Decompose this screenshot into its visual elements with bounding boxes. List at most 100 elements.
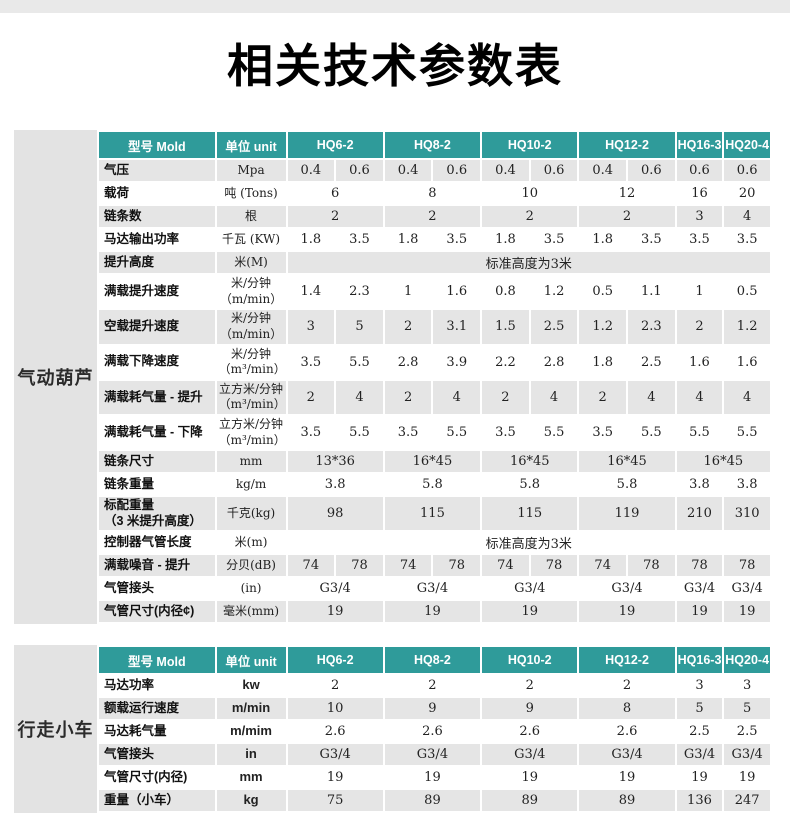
row-label: 满载耗气量 - 下降 [97,413,217,452]
value-cell: 标准高度为3米 [285,250,772,276]
value-cell: 8 [577,696,677,722]
value-cell: 74 [285,553,337,579]
table-row: 重量（小车） kg 75 89 89 89 136 247 [97,788,772,813]
value-cell: G3/4 [577,576,677,602]
row-label: 空载提升速度 [97,308,217,346]
value-cell: G3/4 [382,742,483,768]
value-cell: 3.8 [722,472,772,498]
value-cell: 0.4 [382,158,434,184]
unit-cell: 立方米/分钟 （m³/min） [214,378,288,416]
value-cell: G3/4 [480,742,580,768]
value-cell: 0.5 [577,273,629,311]
value-cell: 12 [577,181,677,207]
value-cell: 20 [722,181,772,207]
value-cell: 136 [674,788,725,813]
table-row: 额载运行速度 m/min 10 9 9 8 5 5 [97,696,772,722]
model-header: HQ20-4 [722,645,772,676]
value-cell: 19 [480,599,580,625]
value-cell: 2 [382,378,434,416]
value-cell: 16*45 [674,449,773,475]
row-label: 气管接头 [97,576,217,602]
row-label: 标配重量 （3 米提升高度） [97,495,217,533]
model-header: HQ6-2 [285,130,385,161]
model-header: HQ16-3 [674,130,725,161]
value-cell: 3.5 [334,227,385,253]
unit-cell: 立方米/分钟 （m³/min） [214,413,288,452]
value-cell: 1 [382,273,434,311]
value-cell: 2 [577,204,677,230]
value-cell: G3/4 [577,742,677,768]
value-cell: 98 [285,495,385,533]
value-cell: 19 [285,765,385,791]
value-cell: 3 [722,673,772,699]
value-cell: 2.5 [528,308,580,346]
value-cell: 19 [285,599,385,625]
value-cell: 5 [722,696,772,722]
value-cell: 3.8 [674,472,725,498]
model-header: HQ12-2 [577,645,677,676]
table-row: 提升高度 米(M) 标准高度为3米 [97,250,772,276]
value-cell: 2 [577,673,677,699]
value-cell: G3/4 [674,742,725,768]
value-cell: 4 [528,378,580,416]
value-cell: 3.1 [431,308,483,346]
value-cell: 19 [674,599,725,625]
value-cell: 3.9 [431,343,483,381]
value-cell: 119 [577,495,677,533]
value-cell: 1.6 [722,343,772,381]
unit-cell: m/mim [214,719,288,745]
value-cell: 2.6 [285,719,385,745]
value-cell: 3.5 [626,227,677,253]
table-row: 马达耗气量 m/mim 2.6 2.6 2.6 2.6 2.5 2.5 [97,719,772,745]
value-cell: 3.5 [480,413,531,452]
value-cell: 5.5 [674,413,725,452]
unit-cell: 千瓦 (KW) [214,227,288,253]
value-cell: 3.5 [674,227,725,253]
value-cell: 0.6 [431,158,483,184]
value-cell: 89 [577,788,677,813]
table-row: 链条尺寸 mm 13*36 16*45 16*45 16*45 16*45 [97,449,773,475]
value-cell: 2.3 [626,308,677,346]
page-title: 相关技术参数表 [227,40,563,92]
value-cell: 74 [480,553,531,579]
value-cell: 2 [577,378,629,416]
value-cell: 2 [480,204,580,230]
category-label-hoist: 气动葫芦 [14,130,97,625]
row-label: 满载提升速度 [97,273,217,311]
value-cell: 2.5 [626,343,677,381]
value-cell: 78 [722,553,772,579]
value-cell: 2 [480,673,580,699]
value-cell: 5 [334,308,385,346]
value-cell: 2 [285,204,385,230]
model-header: HQ10-2 [480,645,580,676]
value-cell: 0.5 [722,273,772,311]
value-cell: 2 [674,308,725,346]
row-label: 满载下降速度 [97,343,217,381]
unit-cell: 根 [214,204,288,230]
value-cell: 310 [722,495,772,533]
value-cell: 2.5 [722,719,772,745]
unit-cell: 毫米(mm) [214,599,288,625]
table-row: 控制器气管长度 米(m) 标准高度为3米 [97,530,772,556]
value-cell: 2 [480,378,531,416]
value-cell: 0.6 [674,158,725,184]
value-cell: 16*45 [577,449,677,475]
row-label: 载荷 [97,181,217,207]
value-cell: 5.5 [431,413,483,452]
value-cell: 0.4 [480,158,531,184]
value-cell: 2.2 [480,343,531,381]
unit-cell: 千克(kg) [214,495,288,533]
value-cell: 5.8 [480,472,580,498]
value-cell: 1.8 [285,227,337,253]
value-cell: 74 [382,553,434,579]
value-cell: 4 [674,378,725,416]
row-label: 满载噪音 - 提升 [97,553,217,579]
value-cell: 4 [626,378,677,416]
table-row: 气管尺寸(内径¢) 毫米(mm) 19 19 19 19 19 19 [97,599,772,625]
value-cell: 8 [382,181,483,207]
value-cell: 1 [674,273,725,311]
unit-cell: 米(m) [214,530,288,556]
model-header: HQ6-2 [285,645,385,676]
value-cell: 1.5 [480,308,531,346]
table-row: 空载提升速度 米/分钟 （m/min） 3 5 2 3.1 1.5 2.5 1.2 2.3 2 1.2 [97,308,772,346]
